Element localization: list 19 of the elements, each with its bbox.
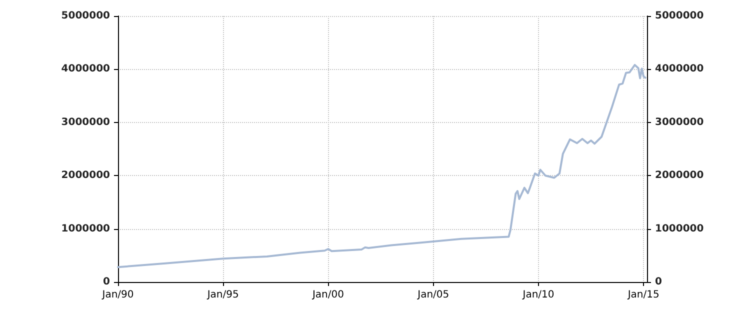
y-tick-label: 2000000 xyxy=(61,170,110,182)
x-tick-label: Jan/10 xyxy=(522,290,554,300)
y-tick-label: 4000000 xyxy=(61,64,110,75)
line-series xyxy=(117,64,646,268)
x-tick-label: Jan/15 xyxy=(626,290,660,300)
x-tick-label: Jan/95 xyxy=(206,290,239,300)
y-tick-label: 0 xyxy=(103,276,110,288)
y2-tick-label: 3000000 xyxy=(655,116,704,128)
x-tick-label: Jan/90 xyxy=(101,290,134,300)
x-tick-label: Jan/00 xyxy=(311,290,344,300)
y2-tick-label: 5000000 xyxy=(655,10,704,22)
y2-tick-label: 4000000 xyxy=(655,64,704,75)
y2-tick-label: 2000000 xyxy=(655,170,704,182)
y-tick-label: 3000000 xyxy=(61,116,110,128)
y2-tick-label: 1000000 xyxy=(655,223,704,234)
y-tick-label: 5000000 xyxy=(61,10,110,22)
y2-tick-label: 0 xyxy=(655,276,662,288)
y-tick-label: 1000000 xyxy=(61,223,110,234)
x-tick-label: Jan/05 xyxy=(416,290,450,300)
